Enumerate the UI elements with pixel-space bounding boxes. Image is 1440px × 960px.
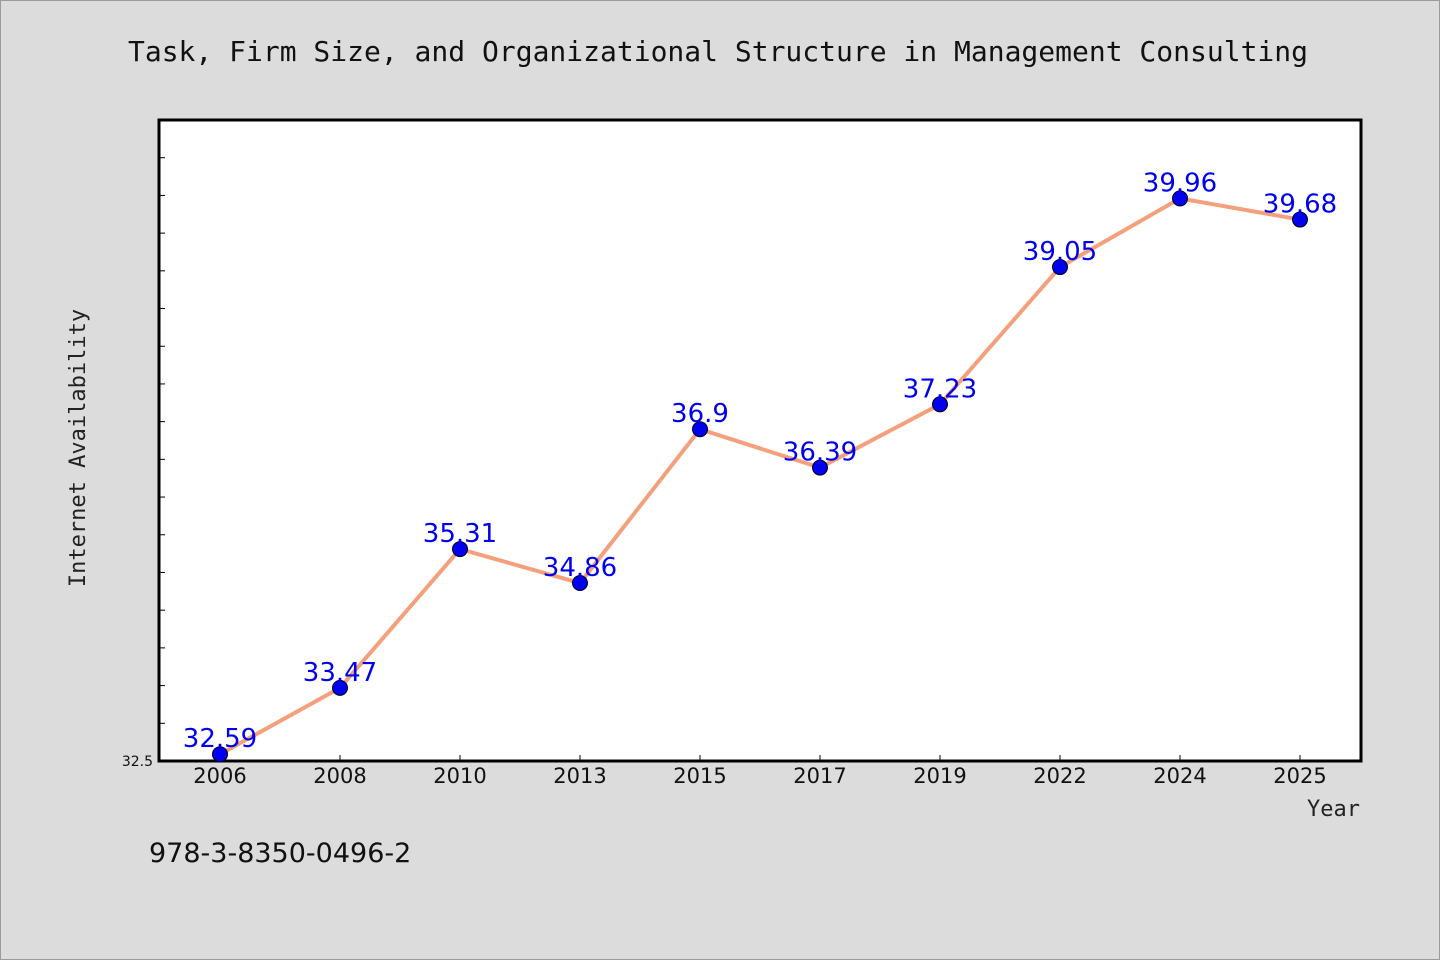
data-label: 39.05 (1023, 237, 1097, 267)
data-point (332, 679, 348, 696)
x-tick-label: 2015 (673, 764, 726, 788)
x-tick-label: 2024 (1153, 764, 1206, 788)
x-tick-label: 2006 (193, 764, 246, 788)
data-point (692, 421, 708, 438)
data-point (932, 396, 948, 413)
data-point (1052, 259, 1068, 276)
data-label: 39.96 (1143, 168, 1217, 198)
data-label: 34.86 (543, 553, 617, 583)
x-tick-label: 2025 (1273, 764, 1326, 788)
data-label: 37.23 (903, 374, 977, 404)
x-tick-label: 2008 (313, 764, 366, 788)
isbn-text: 978-3-8350-0496-2 (149, 838, 411, 869)
data-point (1172, 190, 1188, 207)
data-label: 33.47 (303, 658, 377, 688)
data-point (212, 746, 228, 763)
data-point (812, 459, 828, 476)
y-axis-label: Internet Availability (66, 309, 91, 587)
data-point (1292, 211, 1308, 228)
data-labels: 32.59 33.47 35.31 34.86 36.9 36.39 37.23 39.05 3… (183, 168, 1337, 754)
y-tick-label: 32.5 (122, 754, 153, 770)
series-line (218, 196, 1302, 757)
data-label: 35.31 (423, 519, 497, 549)
data-label: 36.9 (671, 399, 729, 429)
x-tick-label: 2022 (1033, 764, 1086, 788)
chart-title: Task, Firm Size, and Organizational Stru… (128, 35, 1308, 68)
data-label: 39.68 (1263, 190, 1337, 220)
series-polyline (218, 196, 1302, 757)
data-label: 36.39 (783, 438, 857, 468)
x-axis-tick-labels: 2006 2008 2010 2013 2015 2017 2019 2022 2024 2025 (193, 764, 1326, 788)
plot-area (157, 118, 1363, 763)
data-point (572, 575, 588, 592)
data-points (212, 190, 1308, 763)
x-tick-label: 2013 (553, 764, 606, 788)
x-tick-label: 2010 (433, 764, 486, 788)
x-tick-label: 2019 (913, 764, 966, 788)
data-point (452, 541, 468, 558)
x-tick-label: 2017 (793, 764, 846, 788)
data-label: 32.59 (183, 724, 257, 754)
y-axis-ticks (159, 157, 165, 762)
x-axis-label: Year (1307, 797, 1360, 822)
